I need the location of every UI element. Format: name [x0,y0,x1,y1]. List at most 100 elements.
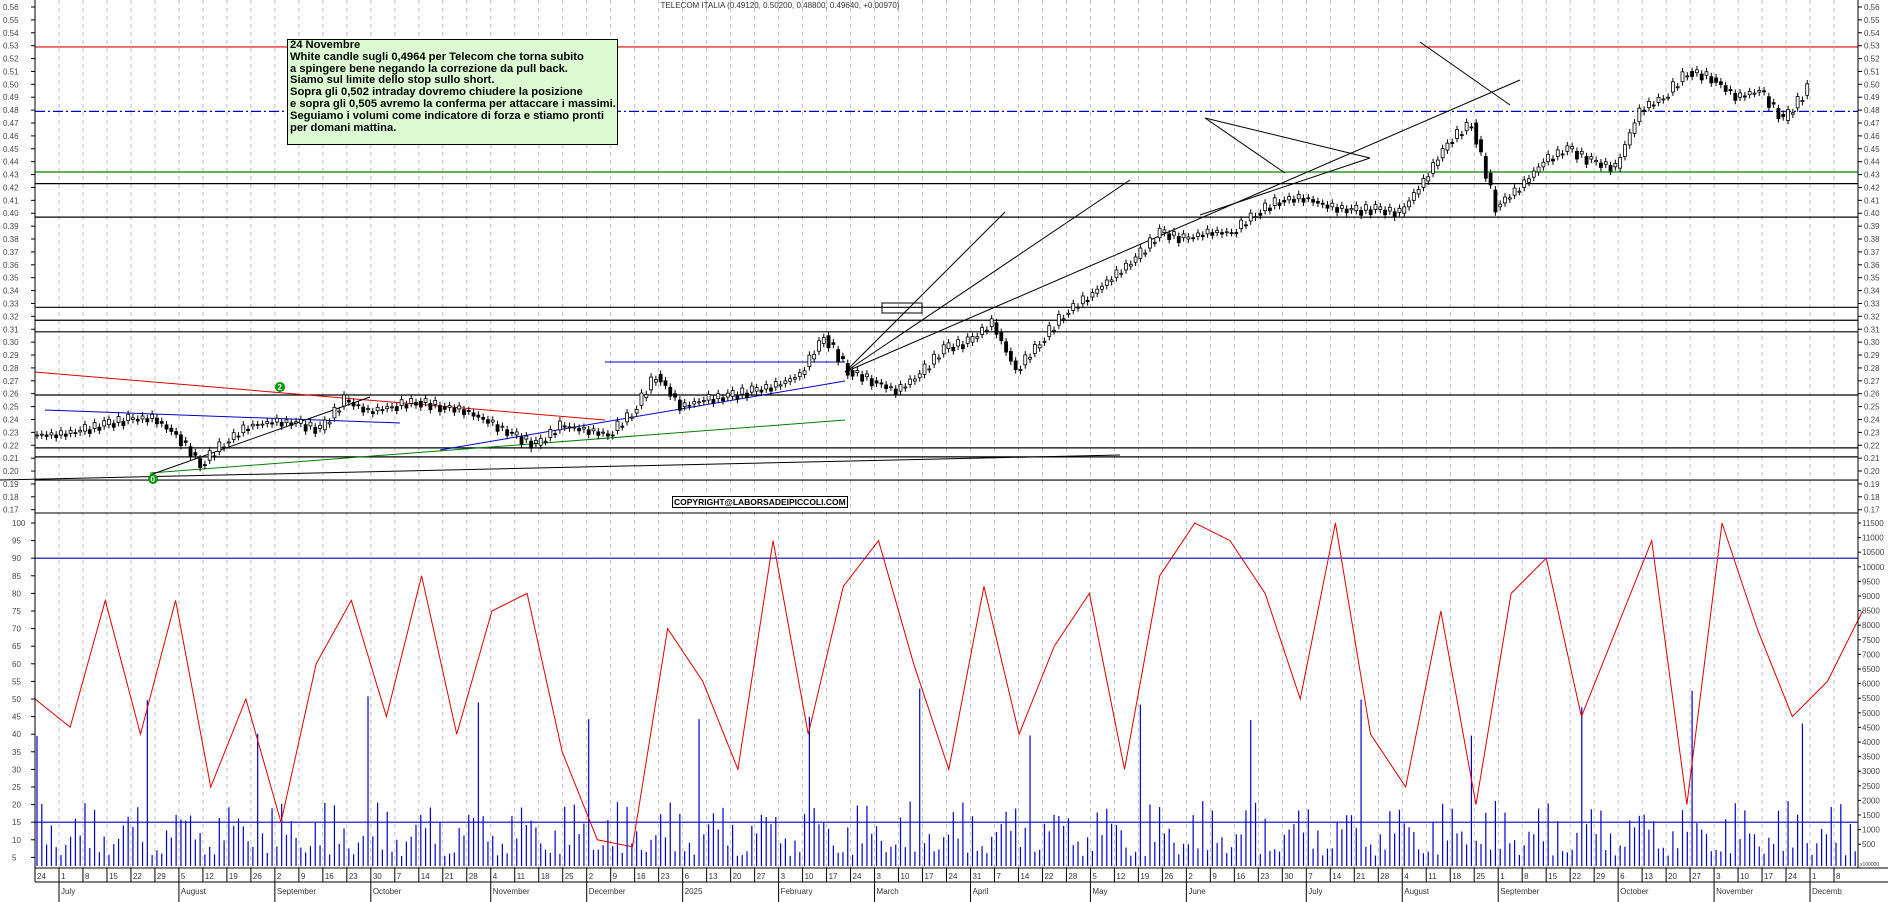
svg-text:23: 23 [1260,872,1269,881]
svg-text:18: 18 [541,872,550,881]
svg-text:16: 16 [637,872,646,881]
svg-text:2500: 2500 [1862,782,1880,791]
svg-text:10: 10 [1740,872,1749,881]
svg-text:0.29: 0.29 [3,351,19,360]
svg-text:0.33: 0.33 [1864,299,1880,308]
svg-text:0.20: 0.20 [3,467,19,476]
svg-text:0.21: 0.21 [1864,454,1880,463]
trendlines [0,41,1521,481]
svg-text:November: November [1716,887,1753,896]
svg-text:0.47: 0.47 [1864,119,1880,128]
svg-text:0.28: 0.28 [1864,364,1880,373]
svg-text:9: 9 [301,872,306,881]
svg-text:February: February [781,887,813,896]
svg-text:3500: 3500 [1862,753,1880,762]
svg-text:25: 25 [12,783,21,792]
svg-text:17: 17 [829,872,838,881]
svg-text:7500: 7500 [1862,636,1880,645]
svg-text:11: 11 [1428,872,1437,881]
svg-text:Decemb: Decemb [1812,887,1842,896]
svg-text:24: 24 [949,872,958,881]
svg-text:24: 24 [1788,872,1797,881]
svg-text:July: July [61,887,75,896]
svg-text:December: December [589,887,626,896]
svg-text:November: November [493,887,530,896]
svg-text:0.35: 0.35 [3,274,19,283]
svg-text:1: 1 [61,872,66,881]
svg-text:15: 15 [1548,872,1557,881]
svg-text:0.44: 0.44 [1864,158,1880,167]
svg-text:0.39: 0.39 [1864,222,1880,231]
svg-text:0.27: 0.27 [3,377,19,386]
svg-text:0.40: 0.40 [3,209,19,218]
svg-text:16: 16 [1236,872,1245,881]
svg-text:80: 80 [12,589,21,598]
svg-text:30: 30 [1284,872,1293,881]
svg-text:4500: 4500 [1862,723,1880,732]
svg-text:26: 26 [1164,872,1173,881]
svg-text:0.36: 0.36 [3,261,19,270]
svg-text:March: March [877,887,899,896]
svg-text:9: 9 [1212,872,1217,881]
svg-text:6000: 6000 [1862,680,1880,689]
svg-text:0.54: 0.54 [1864,29,1880,38]
svg-text:24: 24 [853,872,862,881]
svg-text:6500: 6500 [1862,665,1880,674]
note-line: per domani mattina. [290,121,397,134]
svg-text:0: 0 [151,475,156,484]
svg-text:0.21: 0.21 [3,454,19,463]
svg-text:0.24: 0.24 [1864,415,1880,424]
svg-text:0.43: 0.43 [1864,171,1880,180]
svg-text:July: July [1308,887,1322,896]
svg-text:7: 7 [996,872,1001,881]
svg-text:0.25: 0.25 [1864,403,1880,412]
horizontal-levels [35,46,1858,823]
svg-text:0.32: 0.32 [3,312,19,321]
svg-text:0.38: 0.38 [1864,235,1880,244]
note-line: White candle sugli 0,4964 per Telecom ch… [290,50,584,63]
svg-text:0.30: 0.30 [1864,338,1880,347]
svg-text:May: May [1092,887,1107,896]
svg-text:8: 8 [1524,872,1529,881]
svg-text:20: 20 [733,872,742,881]
svg-text:0.48: 0.48 [3,106,19,115]
annotation-note: 24 Novembre White candle sugli 0,4964 pe… [287,39,618,145]
svg-text:85: 85 [12,572,21,581]
svg-text:0.47: 0.47 [3,119,19,128]
svg-text:3: 3 [781,872,786,881]
svg-text:5: 5 [1092,872,1097,881]
svg-text:21: 21 [1356,872,1365,881]
svg-text:50: 50 [12,695,21,704]
svg-text:2: 2 [1188,872,1193,881]
svg-text:0.29: 0.29 [1864,351,1880,360]
svg-text:0.19: 0.19 [3,480,19,489]
note-line: 24 Novembre [290,39,361,51]
svg-text:60: 60 [12,660,21,669]
svg-text:0.42: 0.42 [1864,183,1880,192]
svg-text:4000: 4000 [1862,738,1880,747]
svg-text:28: 28 [469,872,478,881]
svg-text:0.36: 0.36 [1864,261,1880,270]
svg-text:8500: 8500 [1862,607,1880,616]
svg-text:7: 7 [397,872,402,881]
svg-text:0.18: 0.18 [1864,493,1880,502]
svg-text:0.53: 0.53 [1864,42,1880,51]
svg-text:27: 27 [757,872,766,881]
svg-text:0.19: 0.19 [1864,480,1880,489]
volume-bars [36,688,1856,866]
svg-text:20: 20 [12,801,21,810]
svg-text:1: 1 [1500,872,1505,881]
svg-text:0.45: 0.45 [3,145,19,154]
svg-text:0.50: 0.50 [1864,80,1880,89]
svg-text:1500: 1500 [1862,811,1880,820]
svg-text:0.22: 0.22 [3,441,19,450]
svg-text:0.53: 0.53 [3,42,19,51]
svg-text:0.31: 0.31 [1864,325,1880,334]
svg-text:0.41: 0.41 [1864,196,1880,205]
svg-text:0.38: 0.38 [3,235,19,244]
svg-text:1: 1 [1812,872,1817,881]
svg-text:26: 26 [253,872,262,881]
copyright-label: COPYRIGHT@LABORSADEIPICCOLI.COM [672,496,848,508]
svg-text:28: 28 [1380,872,1389,881]
markers: 20 [148,382,285,484]
